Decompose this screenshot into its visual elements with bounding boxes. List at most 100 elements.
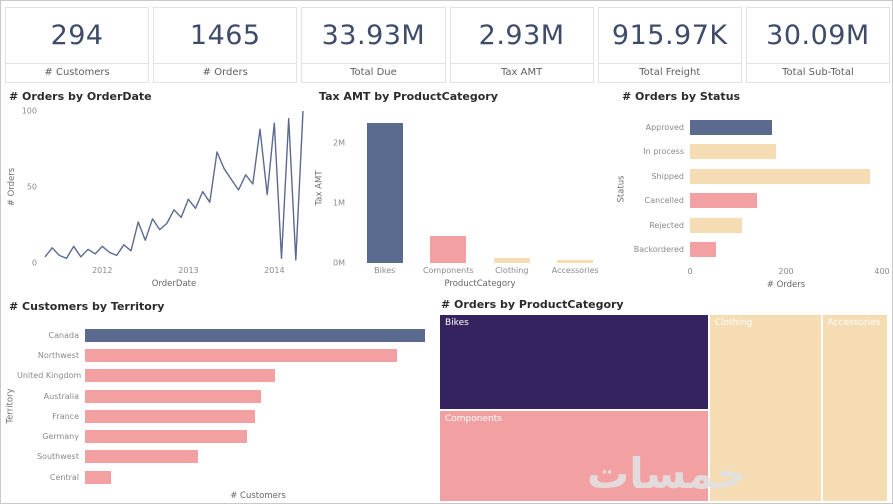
kpi-label: Total Due <box>302 63 445 82</box>
row-rejected: Rejected <box>628 213 882 238</box>
bar-clothing[interactable] <box>493 257 530 263</box>
y-axis-label: Territory <box>5 325 17 487</box>
category-label: Approved <box>645 122 684 132</box>
bar-chart-yticks: 2M 1M 0M <box>327 113 349 268</box>
treemap-block-bikes[interactable]: Bikes <box>439 314 709 411</box>
bar-track <box>690 168 882 184</box>
category-label: Southwest <box>36 452 79 462</box>
bar-accessories[interactable] <box>557 260 594 263</box>
y-tick: 50 <box>26 182 37 192</box>
status-chart-rows: Approved In process Shipped Cancelled Reject… <box>628 115 882 262</box>
treemap-block-clothing[interactable]: Clothing <box>708 314 822 502</box>
bar-southwest[interactable] <box>85 450 199 464</box>
bar-northwest[interactable] <box>85 348 397 362</box>
bar-rejected[interactable] <box>690 217 742 233</box>
panel-title: # Orders by ProductCategory <box>441 298 624 311</box>
panel-tax-by-productcategory: Tax AMT by ProductCategory Tax AMT 2M 1M 0… <box>313 89 614 297</box>
row-australia: Australia <box>17 386 431 406</box>
bar-approved[interactable] <box>690 119 772 135</box>
bar-track <box>85 409 431 423</box>
x-tick: 200 <box>778 267 794 276</box>
category-label: Shipped <box>651 171 684 181</box>
kpi-card-customers[interactable]: 294 # Customers <box>5 7 150 83</box>
category-label: Clothing <box>495 266 529 275</box>
orders-line[interactable] <box>44 110 304 261</box>
panel-customers-by-territory: # Customers by Territory Territory Canad… <box>5 299 437 503</box>
treemap-block-accessories[interactable]: Accessories <box>821 314 888 502</box>
kpi-card-total-freight[interactable]: 915.97K Total Freight <box>597 7 742 83</box>
bar-slot <box>480 113 544 263</box>
category-label: United Kingdom <box>17 371 82 381</box>
category-label: Accessories <box>551 266 599 275</box>
kpi-label: Total Freight <box>598 63 741 82</box>
x-tick: 400 <box>874 267 890 276</box>
category-label: Backordered <box>633 245 684 255</box>
status-chart-xticks: 0 200 400 <box>687 267 889 277</box>
line-chart-yticks: 0 50 100 <box>19 107 41 268</box>
orders-line-svg <box>44 110 304 261</box>
x-tick: 2013 <box>178 266 199 275</box>
y-tick: 0M <box>333 258 345 268</box>
panel-title: # Customers by Territory <box>9 300 165 313</box>
x-tick: 2012 <box>92 266 113 275</box>
kpi-card-tax-amt[interactable]: 2.93M Tax AMT <box>449 7 594 83</box>
treemap-block-components[interactable]: Components <box>439 410 709 502</box>
bar-track <box>85 470 431 484</box>
kpi-value: 915.97K <box>611 20 728 51</box>
x-tick: 2014 <box>264 266 285 275</box>
row-united-kingdom: United Kingdom <box>17 366 431 386</box>
category-label: Bikes <box>374 266 396 275</box>
bar-central[interactable] <box>85 470 111 484</box>
row-southwest: Southwest <box>17 447 431 467</box>
treemap-label: Clothing <box>714 318 753 328</box>
kpi-label: # Orders <box>154 63 297 82</box>
bar-track <box>690 242 882 258</box>
row-canada: Canada <box>17 325 431 345</box>
kpi-card-orders[interactable]: 1465 # Orders <box>153 7 298 83</box>
bar-shipped[interactable] <box>690 168 870 184</box>
panel-orders-by-orderdate: # Orders by OrderDate # Orders 0 50 100 20… <box>5 89 311 297</box>
y-tick: 100 <box>21 106 37 116</box>
bar-track <box>85 450 431 464</box>
line-chart-xticks: 2012 2013 2014 <box>45 266 303 276</box>
bar-in-process[interactable] <box>690 144 777 160</box>
kpi-label: Tax AMT <box>450 63 593 82</box>
row-backordered: Backordered <box>628 238 882 263</box>
bar-france[interactable] <box>85 409 256 423</box>
kpi-card-total-due[interactable]: 33.93M Total Due <box>301 7 446 83</box>
kpi-value: 30.09M <box>766 20 870 51</box>
bar-germany[interactable] <box>85 430 247 444</box>
kpi-card-total-subtotal[interactable]: 30.09M Total Sub-Total <box>745 7 891 83</box>
kpi-value: 2.93M <box>478 20 565 51</box>
bar-canada[interactable] <box>85 328 426 342</box>
bar-track <box>85 430 431 444</box>
category-label: Northwest <box>37 350 79 360</box>
row-germany: Germany <box>17 426 431 446</box>
bar-cancelled[interactable] <box>690 193 758 209</box>
bar-track <box>690 144 882 160</box>
territory-chart-rows: Canada Northwest United Kingdom Australia Fr… <box>17 325 431 487</box>
y-axis-label: Status <box>616 115 628 263</box>
kpi-value: 33.93M <box>321 20 426 51</box>
bar-backordered[interactable] <box>690 242 717 258</box>
bar-bikes[interactable] <box>366 123 403 263</box>
kpi-row: 294 # Customers 1465 # Orders 33.93M Tot… <box>5 7 891 83</box>
y-tick: 2M <box>333 138 345 148</box>
category-label: Components <box>422 266 474 275</box>
line-chart-plot <box>44 110 304 263</box>
y-tick: 0 <box>31 258 37 268</box>
panel-orders-by-status: # Orders by Status Status Approved In pro… <box>616 89 890 297</box>
bar-slot <box>544 113 608 263</box>
treemap-label: Accessories <box>827 318 881 328</box>
category-label: Cancelled <box>644 196 684 206</box>
bar-united-kingdom[interactable] <box>85 369 276 383</box>
bar-australia[interactable] <box>85 389 261 403</box>
bar-track <box>85 348 431 362</box>
category-label: Central <box>49 472 79 482</box>
row-central: Central <box>17 467 431 487</box>
category-label: Australia <box>43 391 79 401</box>
kpi-label: Total Sub-Total <box>746 63 890 82</box>
y-axis-label-text: Tax AMT <box>315 170 326 206</box>
bar-components[interactable] <box>430 236 467 263</box>
